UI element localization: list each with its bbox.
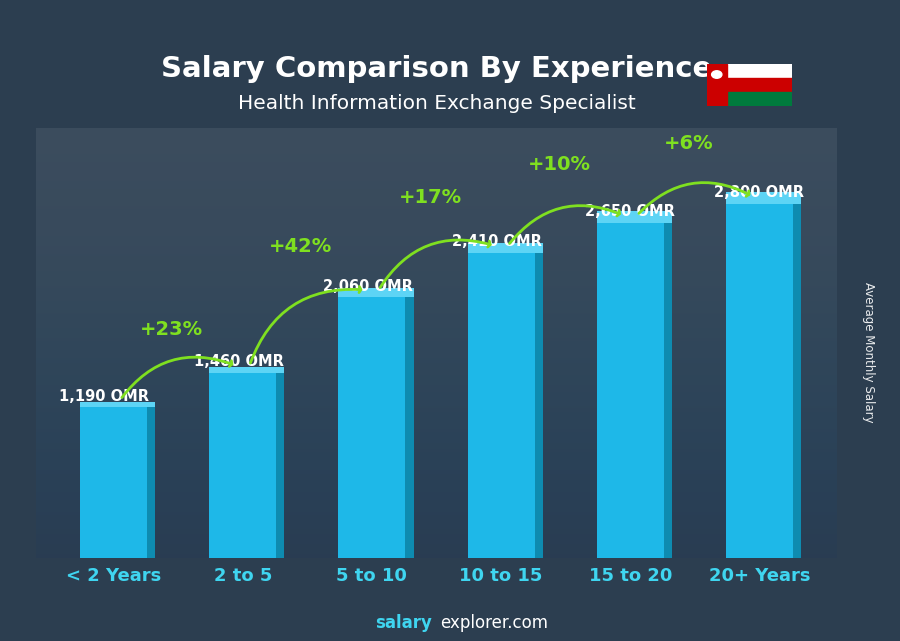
- Text: 2,800 OMR: 2,800 OMR: [715, 185, 805, 200]
- Text: Average Monthly Salary: Average Monthly Salary: [862, 282, 875, 423]
- Text: Salary Comparison By Experience: Salary Comparison By Experience: [161, 55, 712, 83]
- Text: salary: salary: [375, 613, 433, 631]
- Bar: [209, 373, 276, 558]
- Bar: [726, 192, 801, 204]
- Bar: [706, 64, 727, 106]
- Bar: [406, 297, 414, 558]
- Bar: [706, 64, 792, 78]
- Text: Health Information Exchange Specialist: Health Information Exchange Specialist: [238, 94, 635, 113]
- Text: +23%: +23%: [140, 320, 203, 339]
- Bar: [597, 223, 664, 558]
- Text: 2,650 OMR: 2,650 OMR: [585, 204, 675, 219]
- Bar: [664, 223, 672, 558]
- Bar: [147, 408, 155, 558]
- Text: +6%: +6%: [663, 134, 713, 153]
- Bar: [535, 253, 543, 558]
- Text: 1,190 OMR: 1,190 OMR: [59, 388, 149, 404]
- Bar: [80, 408, 147, 558]
- Text: +17%: +17%: [399, 188, 462, 207]
- Text: explorer.com: explorer.com: [440, 613, 548, 631]
- Text: 1,460 OMR: 1,460 OMR: [194, 354, 284, 369]
- Bar: [793, 204, 801, 558]
- Bar: [338, 288, 414, 297]
- Bar: [80, 402, 155, 408]
- Bar: [467, 242, 543, 253]
- Text: +10%: +10%: [527, 155, 590, 174]
- Text: +42%: +42%: [269, 237, 332, 256]
- Bar: [338, 297, 406, 558]
- Bar: [209, 367, 284, 373]
- Bar: [597, 212, 672, 223]
- Bar: [706, 78, 792, 92]
- Bar: [706, 92, 792, 106]
- Text: 2,410 OMR: 2,410 OMR: [452, 235, 542, 249]
- Circle shape: [712, 71, 722, 78]
- Bar: [467, 253, 535, 558]
- Bar: [726, 204, 793, 558]
- Text: 2,060 OMR: 2,060 OMR: [323, 279, 413, 294]
- Bar: [276, 373, 284, 558]
